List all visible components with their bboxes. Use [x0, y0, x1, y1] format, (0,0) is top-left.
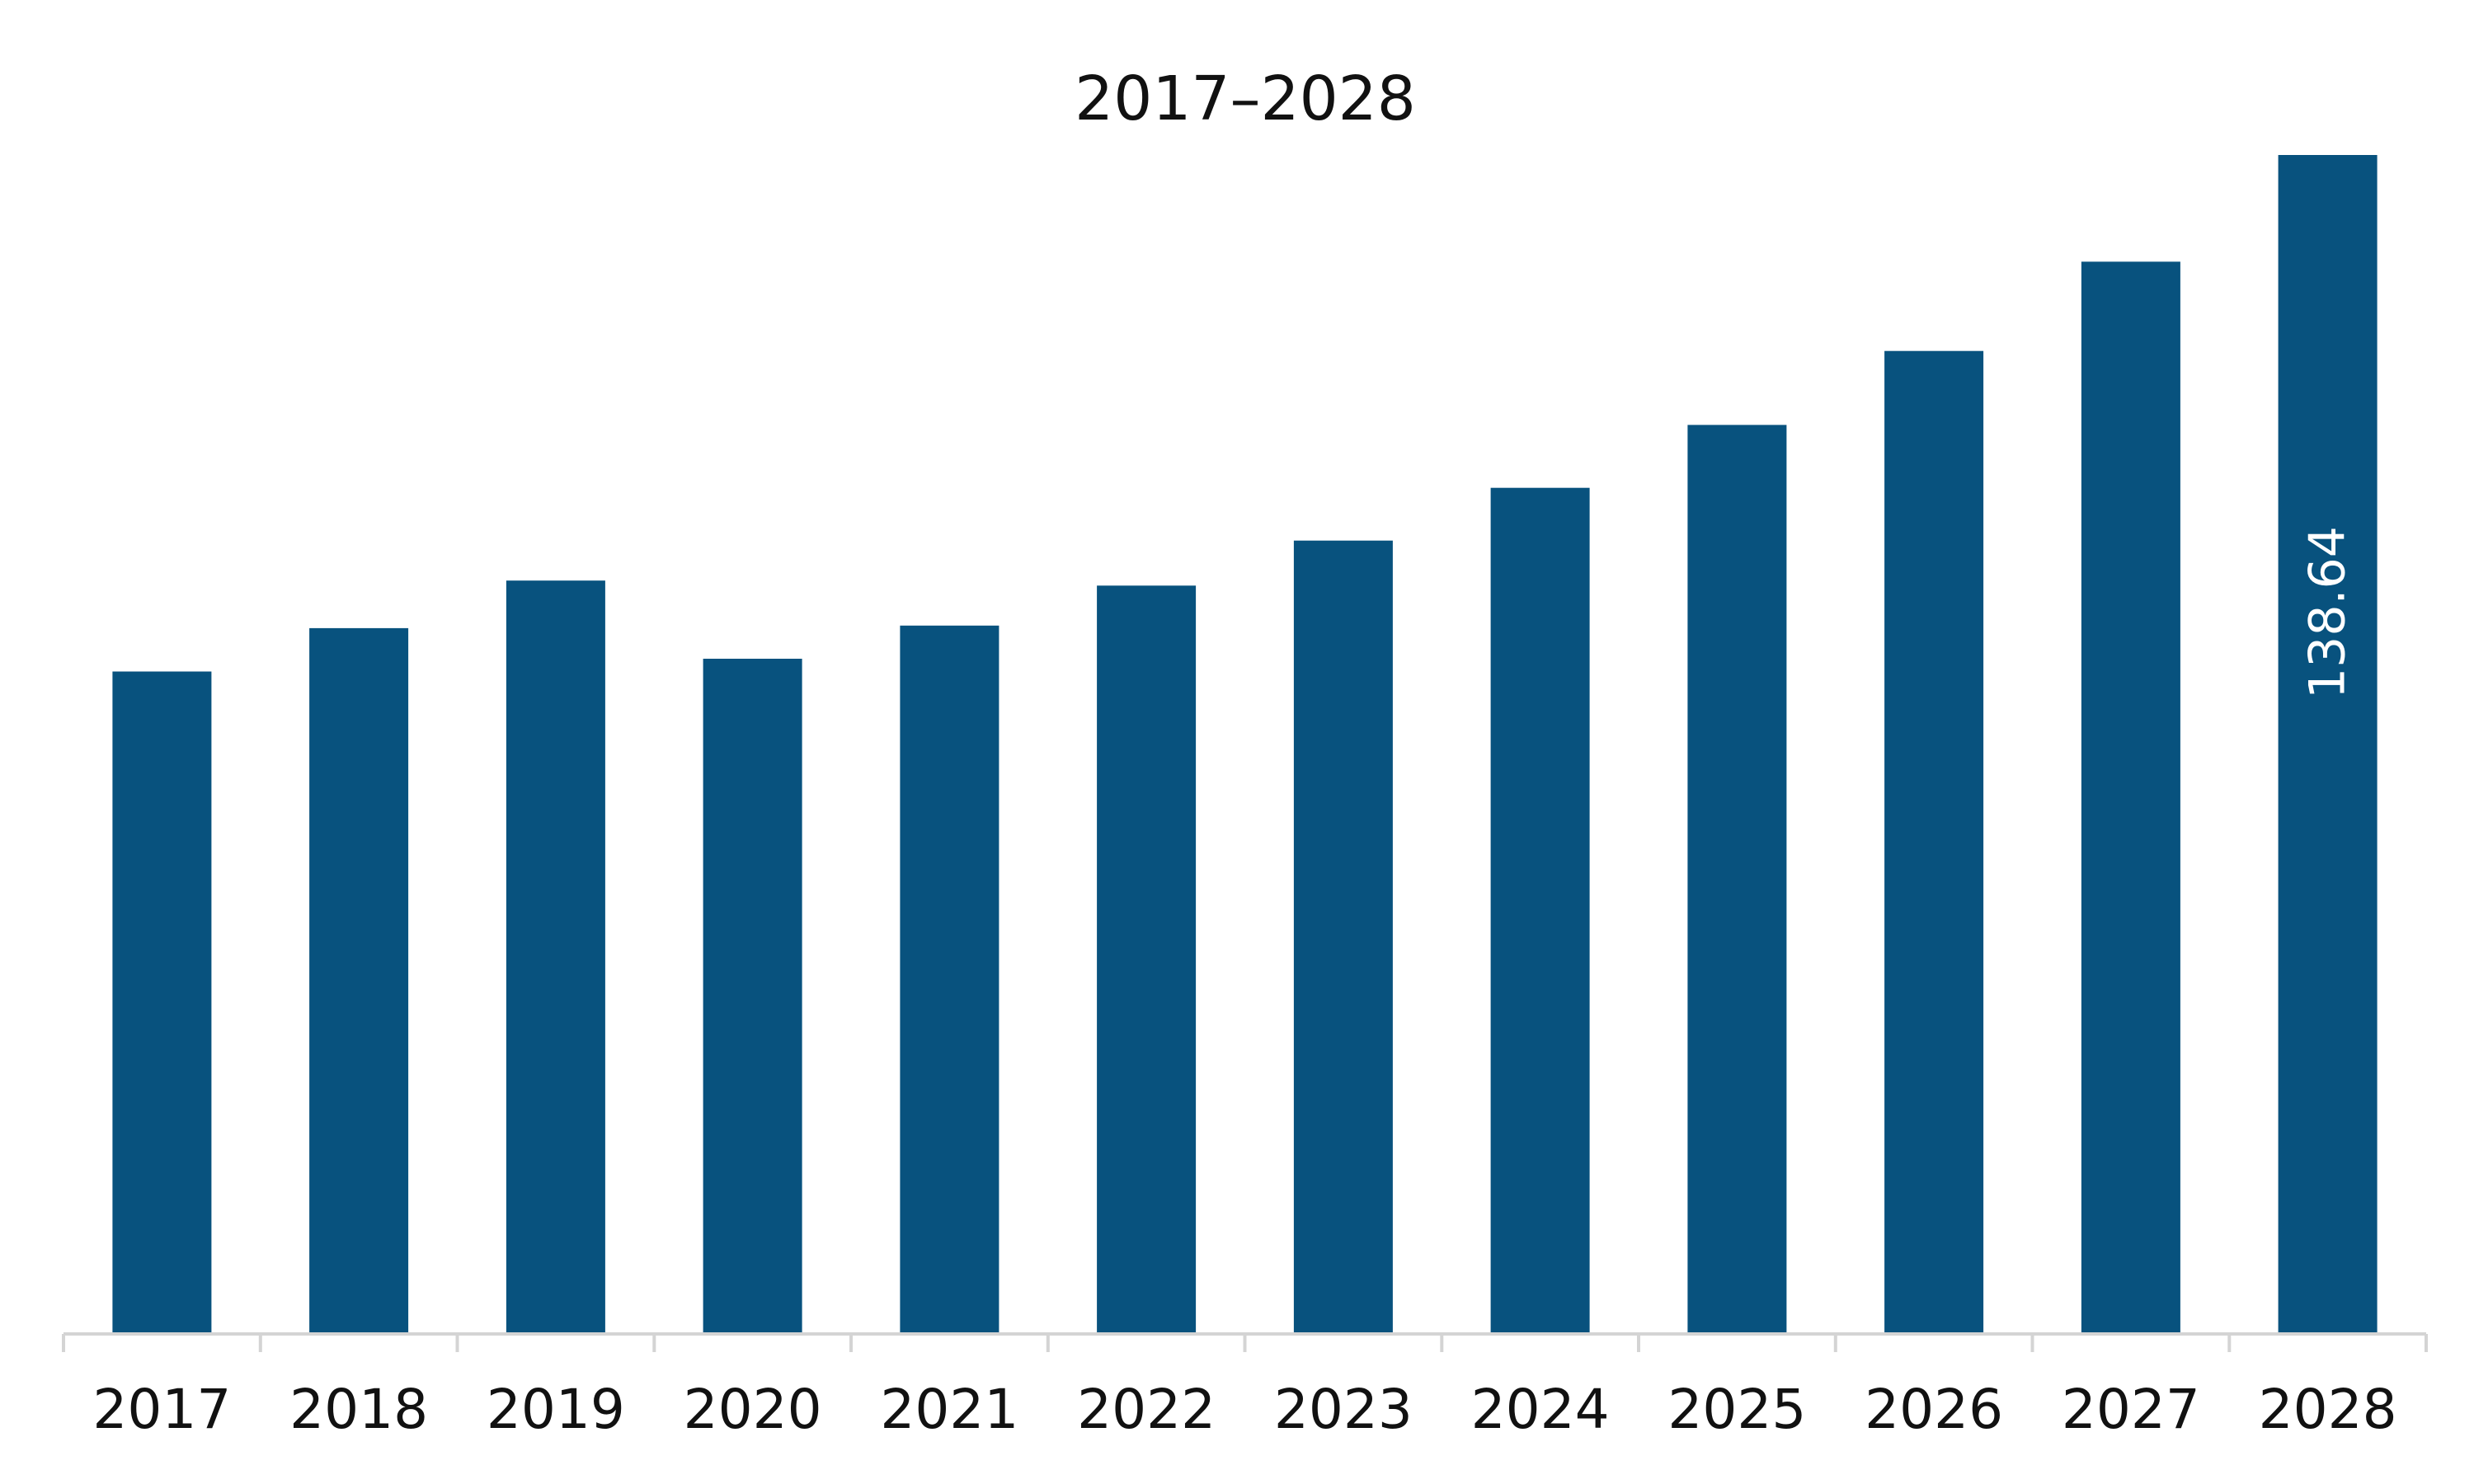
bar-2022 — [1097, 585, 1197, 1334]
bar-2027 — [2081, 261, 2180, 1334]
bar-2019 — [506, 580, 605, 1334]
chart-title: 2017–2028 — [1075, 63, 1416, 134]
x-tick-label-2020: 2020 — [684, 1378, 822, 1441]
x-tick-label-2023: 2023 — [1274, 1378, 1413, 1441]
x-tick-labels: 2017 2018 2019 2020 2021 2022 2023 2024 2025 2026… — [92, 1378, 2396, 1441]
bar-2023 — [1293, 540, 1393, 1334]
bar-2018 — [309, 627, 409, 1334]
x-tick-label-2028: 2028 — [2259, 1378, 2397, 1441]
bar-2026 — [1884, 350, 1984, 1335]
data-label-2028: 138.64 — [2299, 526, 2357, 699]
bar-2025 — [1687, 425, 1787, 1334]
x-tick-label-2022: 2022 — [1077, 1378, 1216, 1441]
x-axis — [62, 1332, 2428, 1352]
x-tick-label-2017: 2017 — [92, 1378, 231, 1441]
x-tick-label-2025: 2025 — [1667, 1378, 1806, 1441]
bar-2028 — [2278, 155, 2378, 1334]
bar-2017 — [112, 671, 212, 1334]
x-tick-label-2019: 2019 — [487, 1378, 625, 1441]
bars — [112, 155, 2378, 1335]
x-tick-label-2021: 2021 — [880, 1378, 1018, 1441]
bar-2024 — [1490, 487, 1590, 1335]
data-labels: 138.64 — [2299, 526, 2357, 699]
bar-2020 — [703, 659, 802, 1334]
x-tick-label-2018: 2018 — [289, 1378, 428, 1441]
bar-2021 — [900, 625, 999, 1334]
x-tick-label-2027: 2027 — [2062, 1378, 2200, 1441]
x-tick-label-2024: 2024 — [1471, 1378, 1610, 1441]
x-tick-label-2026: 2026 — [1865, 1378, 2003, 1441]
